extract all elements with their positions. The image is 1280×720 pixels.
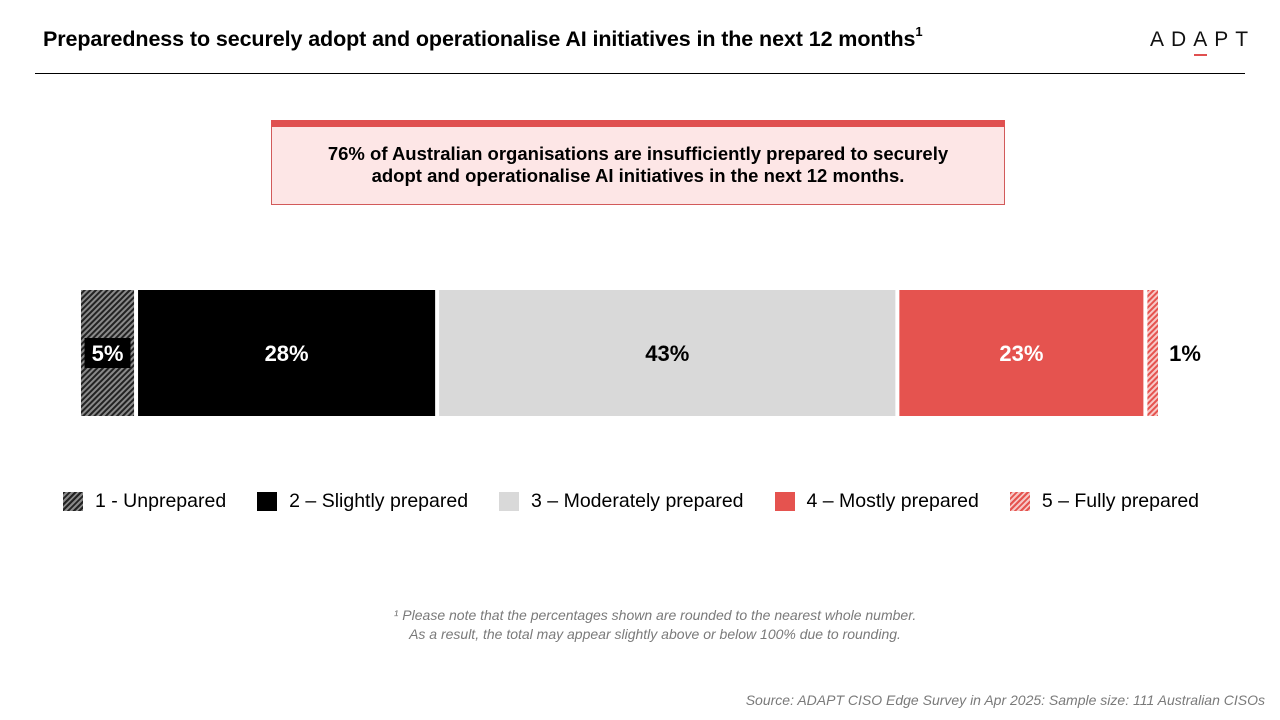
- adapt-logo: ADAPT: [1150, 28, 1256, 56]
- legend-swatch-fully-prepared: [1009, 492, 1030, 511]
- legend-label-slightly-prepared: 2 – Slightly prepared: [289, 490, 469, 512]
- legend-swatch-slightly-prepared: [257, 492, 278, 511]
- legend-swatch-moderately-prepared: [499, 492, 520, 511]
- page-title-text: Preparedness to securely adopt and opera…: [43, 27, 916, 52]
- bar-label-fully-prepared: 1%: [1169, 341, 1201, 366]
- bar-segment-fully-prepared: [1147, 290, 1158, 416]
- legend-swatch-unprepared: [63, 492, 83, 511]
- legend-label-fully-prepared: 5 – Fully prepared: [1041, 490, 1200, 512]
- bar-label-bg-unprepared: [84, 338, 131, 368]
- footnote-line-1: ¹ Please note that the percentages shown…: [393, 607, 917, 623]
- legend-item-moderately-prepared: 3 – Moderately prepared: [499, 490, 744, 513]
- legend-item-fully-prepared: 5 – Fully prepared: [1009, 490, 1200, 513]
- bar-segment-moderately-prepared: [439, 290, 896, 416]
- header-divider: [35, 73, 1245, 74]
- bar-label-moderately-prepared: 43%: [645, 341, 689, 366]
- bar-label-unprepared: 5%: [92, 341, 124, 366]
- rounding-footnote: ¹ Please note that the percentages shown…: [0, 606, 1280, 644]
- callout-accent-bar: [271, 120, 1005, 127]
- legend-swatch-mostly-prepared: [774, 492, 795, 511]
- bar-label-slightly-prepared: 28%: [265, 341, 309, 366]
- legend-item-mostly-prepared: 4 – Mostly prepared: [774, 490, 979, 513]
- callout-text: 76% of Australian organisations are insu…: [327, 143, 949, 186]
- source-note: Source: ADAPT CISO Edge Survey in Apr 20…: [745, 692, 1265, 708]
- legend-label-mostly-prepared: 4 – Mostly prepared: [806, 490, 979, 512]
- key-finding-callout: 76% of Australian organisations are insu…: [271, 120, 1005, 205]
- bar-segment-mostly-prepared: [899, 290, 1144, 416]
- title-footnote-mark: 1: [915, 24, 923, 39]
- page-title: Preparedness to securely adopt and opera…: [43, 24, 923, 52]
- legend-label-moderately-prepared: 3 – Moderately prepared: [531, 490, 744, 512]
- legend-label-unprepared: 1 - Unprepared: [95, 490, 227, 512]
- legend-item-unprepared: 1 - Unprepared: [63, 490, 226, 513]
- legend-item-slightly-prepared: 2 – Slightly prepared: [257, 490, 468, 513]
- bar-label-mostly-prepared: 23%: [999, 341, 1043, 366]
- footnote-line-2: As a result, the total may appear slight…: [409, 626, 901, 642]
- chart-legend: 1 - Unprepared 2 – Slightly prepared 3 –…: [63, 490, 1230, 513]
- bar-segment-slightly-prepared: [138, 290, 436, 416]
